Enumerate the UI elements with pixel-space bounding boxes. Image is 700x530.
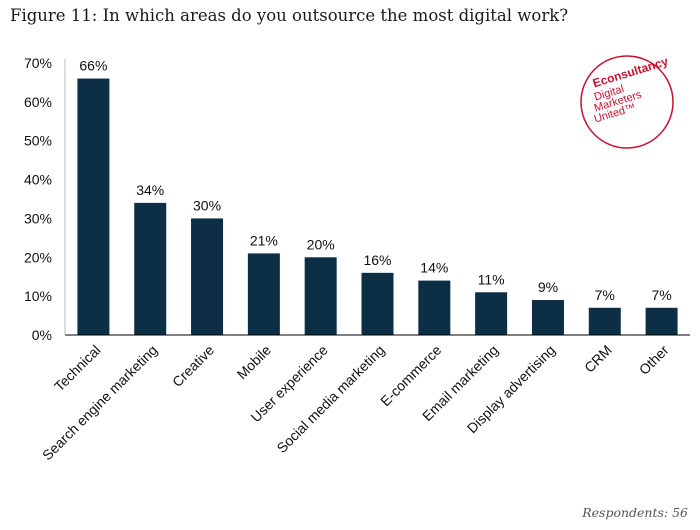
x-tick-label: Creative: [169, 342, 217, 390]
data-label: 9%: [538, 279, 558, 295]
y-tick-label: 60%: [24, 94, 52, 110]
data-label: 7%: [651, 287, 671, 303]
data-label: 30%: [193, 197, 221, 213]
logo-circle-icon: [580, 55, 674, 149]
bar: [588, 307, 621, 335]
bar: [247, 253, 280, 335]
bar: [418, 280, 451, 335]
y-tick-label: 20%: [24, 249, 52, 265]
y-axis-ticks: 0% 10% 20% 30% 40% 50% 60% 70%: [24, 55, 52, 343]
y-tick-label: 0%: [32, 327, 52, 343]
econsultancy-logo: Econsultancy Digital Marketers United™: [577, 52, 677, 152]
data-label: 16%: [363, 252, 391, 268]
bars: [77, 78, 678, 336]
x-tick-label: Technical: [51, 342, 104, 395]
bar: [134, 202, 167, 335]
bar: [361, 272, 394, 335]
bar: [645, 307, 678, 335]
x-tick-label: Mobile: [234, 342, 275, 383]
axes: [64, 59, 690, 336]
data-label: 14%: [420, 260, 448, 276]
y-tick-label: 10%: [24, 288, 52, 304]
data-label: 66%: [79, 58, 107, 74]
bar: [191, 218, 224, 335]
x-tick-label: Other: [636, 342, 672, 378]
bar: [77, 78, 110, 336]
data-label: 7%: [595, 287, 615, 303]
y-tick-label: 40%: [24, 172, 52, 188]
data-label: 20%: [307, 236, 335, 252]
y-tick-label: 30%: [24, 210, 52, 226]
y-tick-label: 70%: [24, 55, 52, 71]
data-labels: 66% 34% 30% 21% 20% 16% 14% 11% 9% 7% 7%: [79, 58, 671, 303]
bar: [304, 257, 337, 335]
bar: [475, 292, 508, 335]
x-tick-label: Social media marketing: [273, 342, 387, 456]
data-label: 34%: [136, 182, 164, 198]
chart-title: Figure 11: In which areas do you outsour…: [10, 6, 569, 25]
data-label: 21%: [250, 232, 278, 248]
x-tick-label: CRM: [581, 342, 615, 376]
bar: [531, 300, 564, 335]
x-tick-label: Search engine marketing: [39, 342, 160, 463]
data-label: 11%: [478, 271, 505, 287]
respondents-note: Respondents: 56: [582, 505, 688, 520]
y-tick-label: 50%: [24, 133, 52, 149]
